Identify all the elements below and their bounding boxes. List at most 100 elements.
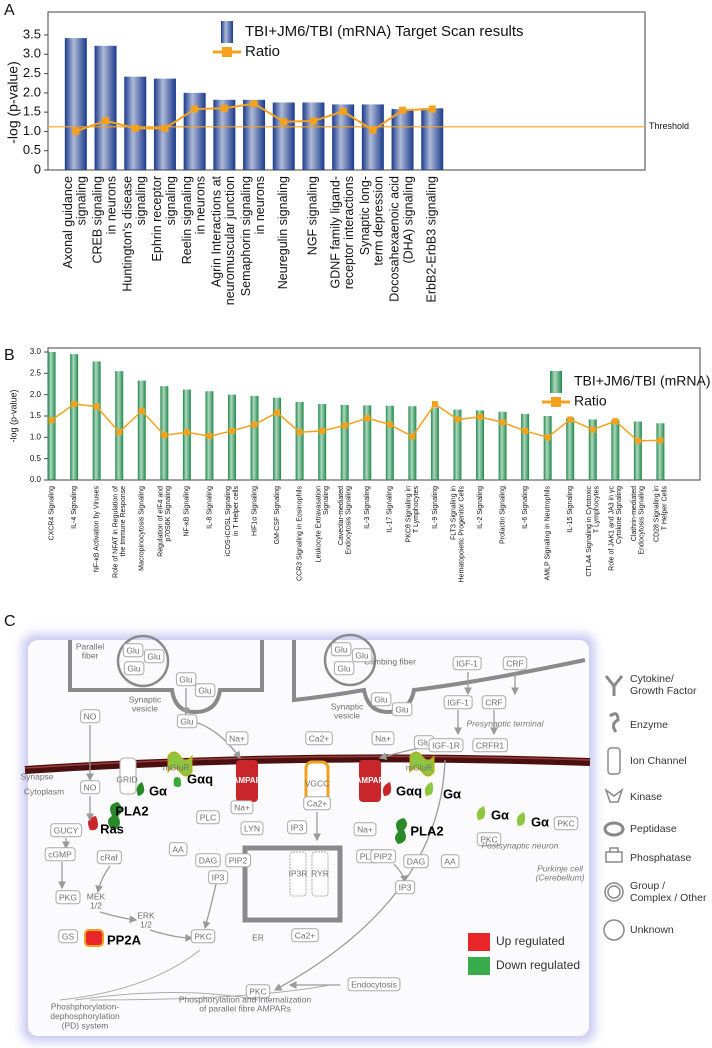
bar xyxy=(588,419,597,480)
node-label: AMPAR xyxy=(233,776,262,785)
node-label: Synapse xyxy=(20,771,53,781)
node-box xyxy=(208,870,229,885)
node-box xyxy=(476,832,502,847)
ratio-marker xyxy=(71,401,78,408)
ratio-marker xyxy=(339,107,347,115)
membrane xyxy=(24,754,591,774)
ratio-marker xyxy=(454,416,461,423)
legend-icon xyxy=(609,712,620,733)
node-box xyxy=(452,656,482,671)
legend-icon xyxy=(603,821,625,837)
ga-down xyxy=(136,782,145,796)
node-label: IP3 xyxy=(212,872,225,882)
bar xyxy=(363,405,372,480)
legend-label: TBI+JM6/TBI (mRNA) Target Scan results xyxy=(574,373,712,389)
node-box xyxy=(96,850,122,865)
ratio-marker xyxy=(250,100,258,108)
node-box xyxy=(351,648,373,663)
node-label: PKC xyxy=(194,931,211,941)
y-tick-label: 0.5 xyxy=(23,142,41,157)
x-tick-label: IL-4 Signaling xyxy=(71,486,78,529)
node-label: Phoshphorylation-dephosphorylation (PD) s… xyxy=(50,1002,120,1031)
node-box xyxy=(122,643,144,658)
regulation-label: Down regulated xyxy=(496,958,580,972)
bar xyxy=(137,380,146,480)
node-label: CRF xyxy=(485,697,502,707)
x-tick-label: IL-2 Signaling xyxy=(477,486,484,529)
node-box xyxy=(403,854,429,869)
bar xyxy=(227,394,236,480)
node-label: Gαq xyxy=(396,783,422,798)
node-box xyxy=(230,800,254,815)
connector xyxy=(59,949,331,1001)
bar xyxy=(521,413,530,480)
node-label: IP3R xyxy=(289,868,308,878)
node-label: AA xyxy=(444,856,456,866)
x-tick-label: Prolactin Signaling xyxy=(499,486,506,544)
bar xyxy=(340,404,349,480)
ratio-marker xyxy=(72,127,80,135)
node-box xyxy=(44,847,76,862)
legend-label: Enzyme xyxy=(630,719,668,731)
node-box xyxy=(245,984,271,999)
y-tick-label: 2.5 xyxy=(30,368,42,377)
ratio-marker xyxy=(369,126,377,134)
bar xyxy=(633,421,642,480)
bar xyxy=(295,401,304,480)
ratio-marker xyxy=(228,427,235,434)
node-label: PLA2 xyxy=(115,803,148,818)
bar xyxy=(361,104,384,170)
y-tick-label: 1.0 xyxy=(23,123,41,138)
y-tick-label: 2.0 xyxy=(30,390,42,399)
node-label: Glu xyxy=(355,650,369,660)
y-tick-label: 0.0 xyxy=(30,475,42,484)
gaq-down xyxy=(173,777,182,787)
ratio-marker xyxy=(428,105,436,113)
ratio-marker xyxy=(386,421,393,428)
node-box xyxy=(190,929,216,944)
node-label: PIP2 xyxy=(374,851,393,861)
node-box xyxy=(55,890,81,905)
legend-label: Peptidase xyxy=(630,823,677,835)
diagram-labels: Parallel fiber Glu Glu Glu Synaptic vesicle NO G… xyxy=(20,642,584,1031)
regulation-label: Up regulated xyxy=(496,934,565,948)
node-box xyxy=(168,842,188,857)
node-box xyxy=(303,796,331,811)
bar xyxy=(183,92,206,170)
legend-icon xyxy=(607,747,621,775)
down-swatch xyxy=(468,957,490,975)
node-box xyxy=(80,709,101,724)
node-label: Glu xyxy=(417,737,431,747)
y-axis-label: -log (p-value) xyxy=(5,61,21,143)
node-label: PKC xyxy=(557,818,574,828)
ratio-marker xyxy=(161,432,168,439)
presynaptic-outline xyxy=(68,640,264,715)
node-box xyxy=(502,656,528,671)
node-label: Purkinje cell (Cerebellum) xyxy=(535,864,584,883)
x-tick-label: IL-3 Signaling xyxy=(364,486,371,529)
node-label: LYN xyxy=(244,823,260,833)
bar xyxy=(421,108,444,170)
legend-label: Ion Channel xyxy=(630,755,687,767)
node-box xyxy=(80,780,101,795)
x-tick-label: IL-17 Signaling xyxy=(387,486,394,533)
y-axis-label: -log (p-value) xyxy=(8,389,18,442)
legend-icon xyxy=(607,885,621,899)
ratio-marker xyxy=(102,117,110,125)
bar xyxy=(611,420,620,480)
node-label: mGluR xyxy=(406,762,432,772)
ratio-marker xyxy=(296,429,303,436)
bar xyxy=(566,418,575,480)
node-label: Cytoplasm xyxy=(24,786,64,796)
node-label: Postsynaptic neuron xyxy=(481,840,558,850)
node-box xyxy=(305,731,333,746)
y-tick-label: 0.5 xyxy=(30,454,42,463)
legend-label: Group / Complex / Other xyxy=(630,880,707,904)
legend-swatch xyxy=(221,21,233,43)
grid-channel xyxy=(119,757,137,795)
node-box xyxy=(371,731,395,746)
bar xyxy=(213,99,236,170)
er-box xyxy=(242,845,343,923)
bar xyxy=(498,411,507,480)
ampar-up xyxy=(236,760,258,802)
